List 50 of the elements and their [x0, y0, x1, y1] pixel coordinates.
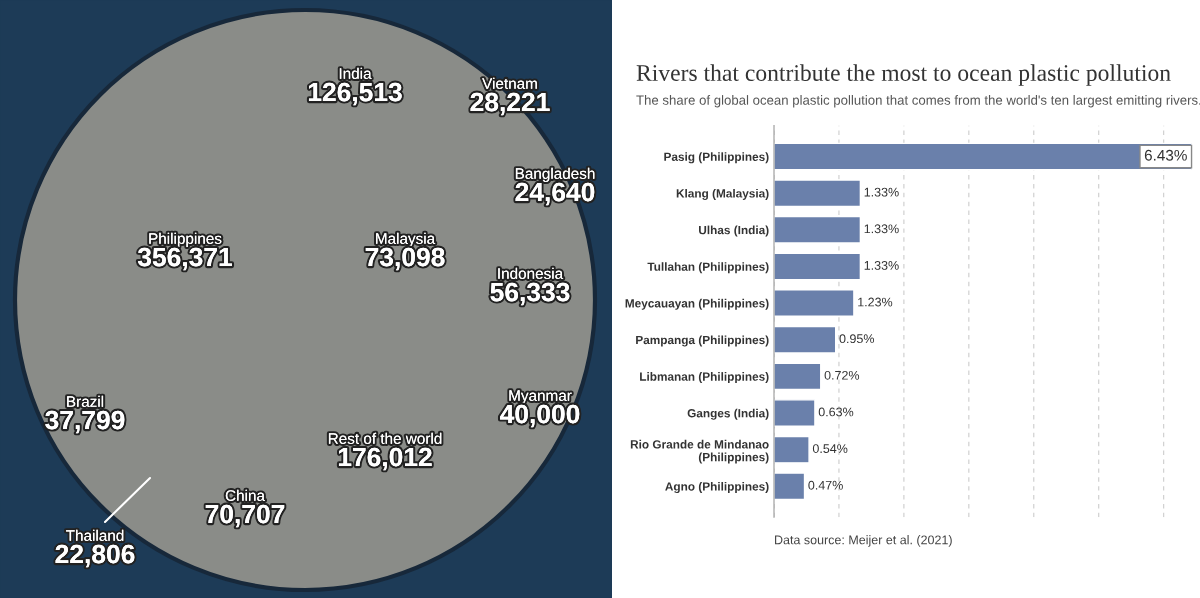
category-label: Thailand [66, 529, 124, 541]
bar [774, 179, 862, 208]
data-label: 0.47% [808, 480, 843, 490]
data-label: 0.54% [812, 444, 848, 453]
category-label: India [339, 67, 372, 79]
data-label: 1.23% [858, 297, 893, 307]
data-label: 0.63% [818, 407, 854, 417]
data-label: 0.72% [824, 370, 860, 380]
y-tick-label: Libmanan (Philippines) [640, 372, 769, 384]
data-label: 1.33% [864, 187, 899, 197]
category-label: Malaysia [376, 232, 436, 247]
data-label: 37,799 [45, 410, 125, 434]
data-label: 1.33% [864, 260, 899, 270]
source-note: Data source: Meijer et al. (2021) [775, 535, 952, 547]
y-tick-label: Pampanga (Philippines) [636, 335, 769, 347]
data-label: 73,098 [365, 247, 445, 271]
y-tick-label: Ulhas (India) [699, 225, 769, 237]
data-label: 176,012 [338, 447, 432, 471]
y-tick-label: Meycauayan (Philippines) [625, 298, 769, 310]
data-label: 356,371 [137, 247, 232, 271]
y-tick-label: Klang (Malaysia) [676, 188, 769, 200]
data-label: 1.33% [864, 224, 899, 234]
category-label: Myanmar [509, 390, 572, 404]
y-tick-label: Agno (Philippines) [665, 482, 769, 494]
bar [774, 325, 837, 354]
y-tick-label: Ganges (India) [687, 408, 769, 420]
bar [774, 435, 810, 464]
data-label: 6.43% [1144, 149, 1187, 161]
bar [774, 399, 816, 427]
y-tick-label: Pasig (Philippines) [664, 152, 769, 164]
bar [774, 215, 862, 244]
data-label: 56,333 [490, 282, 570, 306]
bar [774, 252, 862, 281]
category-label: Rest of the world [328, 432, 442, 444]
category-label: Vietnam [482, 77, 537, 89]
bar [774, 362, 822, 391]
category-label: China [225, 489, 265, 501]
bar [774, 472, 806, 501]
data-label: 0.95% [839, 334, 875, 344]
category-label: Philippines [149, 232, 222, 247]
category-label: Indonesia [498, 267, 564, 279]
data-label: 22,806 [55, 544, 135, 568]
category-label: Brazil [67, 395, 104, 407]
chart-subtitle: The share of global ocean plastic pollution that comes from the world's ten largest emitting rivers. [636, 95, 1200, 108]
chart-title: Rivers that contribute the most to ocean plastic pollution [636, 64, 1171, 86]
bar [774, 289, 855, 317]
data-label: 70,707 [205, 504, 285, 528]
y-tick-label: Rio Grande de Mindanao (Philippines) [630, 439, 769, 464]
data-label: 126,513 [308, 82, 402, 106]
y-tick-label: Tullahan (Philippines) [647, 262, 769, 274]
